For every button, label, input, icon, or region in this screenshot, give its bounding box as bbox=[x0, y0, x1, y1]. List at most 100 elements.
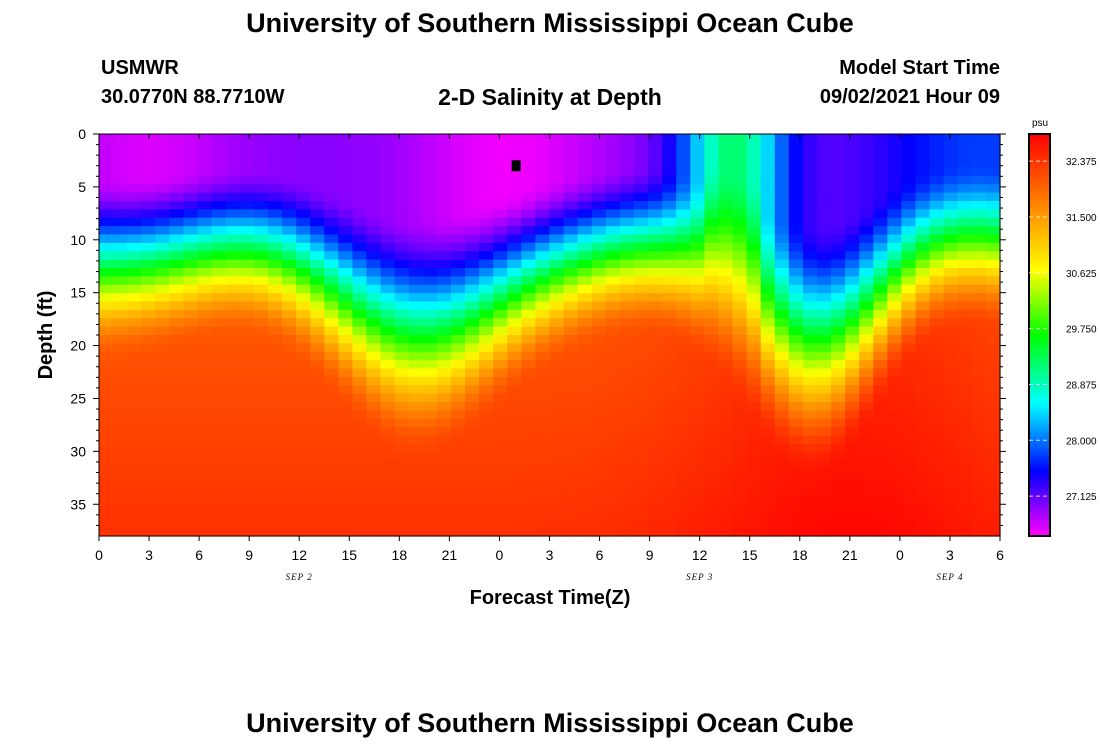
heatmap-cell bbox=[141, 510, 156, 520]
heatmap-cell bbox=[465, 510, 480, 520]
heatmap-cell bbox=[887, 368, 903, 378]
heatmap-cell bbox=[366, 192, 382, 202]
heatmap-cell bbox=[211, 293, 227, 303]
heatmap-cell bbox=[465, 460, 480, 470]
heatmap-cell bbox=[873, 209, 888, 219]
heatmap-cell bbox=[816, 167, 832, 177]
heatmap-cell bbox=[690, 293, 705, 303]
heatmap-cell bbox=[591, 335, 607, 344]
heatmap-cell bbox=[211, 175, 227, 185]
heatmap-cell bbox=[465, 519, 480, 529]
heatmap-cell bbox=[239, 326, 255, 336]
heatmap-cell bbox=[704, 376, 720, 386]
heatmap-cell bbox=[774, 201, 790, 210]
heatmap-cell bbox=[267, 251, 283, 261]
heatmap-cell bbox=[760, 402, 776, 411]
heatmap-cell bbox=[211, 201, 227, 210]
heatmap-cell bbox=[366, 268, 382, 277]
heatmap-cell bbox=[591, 192, 607, 202]
heatmap-cell bbox=[591, 201, 607, 210]
heatmap-cell bbox=[732, 418, 748, 428]
heatmap-cell bbox=[690, 427, 705, 437]
heatmap-cell bbox=[113, 427, 128, 437]
heatmap-cell bbox=[957, 159, 973, 169]
heatmap-cell bbox=[436, 494, 452, 504]
heatmap-cell bbox=[577, 360, 593, 370]
heatmap-cell bbox=[971, 134, 987, 143]
heatmap-cell bbox=[971, 410, 987, 420]
heatmap-cell bbox=[408, 435, 424, 445]
heatmap-cell bbox=[282, 184, 297, 194]
colorbar-tick-label: 31.500 bbox=[1066, 213, 1097, 224]
heatmap-cell bbox=[901, 435, 917, 445]
heatmap-cell bbox=[774, 502, 790, 512]
heatmap-cell bbox=[141, 251, 156, 261]
heatmap-cell bbox=[352, 460, 368, 470]
heatmap-cell bbox=[183, 435, 199, 445]
heatmap-cell bbox=[788, 410, 804, 420]
heatmap-cell bbox=[535, 393, 551, 403]
heatmap-cell bbox=[211, 376, 227, 386]
heatmap-cell bbox=[718, 527, 734, 537]
heatmap-cell bbox=[816, 418, 832, 428]
heatmap-cell bbox=[648, 410, 663, 420]
heatmap-cell bbox=[648, 343, 663, 353]
x-tick-label: 6 bbox=[195, 547, 203, 563]
heatmap-cell bbox=[788, 435, 804, 445]
heatmap-cell bbox=[971, 142, 987, 152]
heatmap-cell bbox=[507, 268, 522, 277]
heatmap-cell bbox=[366, 485, 382, 495]
station-marker bbox=[511, 160, 521, 172]
heatmap-cell bbox=[873, 477, 888, 487]
heatmap-cell bbox=[943, 159, 959, 169]
y-tick-label: 15 bbox=[70, 285, 86, 301]
x-tick-label: 3 bbox=[145, 547, 153, 563]
heatmap-cell bbox=[239, 485, 255, 495]
heatmap-cell bbox=[831, 134, 846, 143]
heatmap-cell bbox=[465, 217, 480, 227]
heatmap-cell bbox=[324, 159, 339, 169]
heatmap-cell bbox=[690, 469, 705, 478]
heatmap-cell bbox=[450, 393, 466, 403]
heatmap-cell bbox=[901, 326, 917, 336]
heatmap-cell bbox=[183, 326, 199, 336]
heatmap-cell bbox=[943, 427, 959, 437]
heatmap-cell bbox=[760, 150, 776, 160]
heatmap-cell bbox=[99, 469, 114, 478]
heatmap-cell bbox=[549, 351, 565, 361]
heatmap-cell bbox=[450, 360, 466, 370]
heatmap-cell bbox=[915, 242, 931, 252]
heatmap-cell bbox=[211, 343, 227, 353]
heatmap-cell bbox=[450, 402, 466, 411]
heatmap-cell bbox=[239, 318, 255, 328]
heatmap-cell bbox=[253, 452, 269, 462]
heatmap-cell bbox=[197, 435, 213, 445]
heatmap-cell bbox=[239, 134, 255, 143]
heatmap-cell bbox=[929, 460, 945, 470]
heatmap-cell bbox=[521, 259, 537, 269]
heatmap-cell bbox=[690, 309, 705, 319]
heatmap-cell bbox=[591, 393, 607, 403]
heatmap-cell bbox=[479, 284, 494, 294]
heatmap-cell bbox=[155, 385, 170, 395]
heatmap-cell bbox=[690, 343, 705, 353]
heatmap-cell bbox=[366, 259, 382, 269]
heatmap-cell bbox=[704, 192, 720, 202]
heatmap-cell bbox=[211, 192, 227, 202]
heatmap-cell bbox=[676, 477, 691, 487]
heatmap-cell bbox=[662, 418, 677, 428]
heatmap-cell bbox=[915, 318, 931, 328]
heatmap-cell bbox=[338, 385, 354, 395]
heatmap-cell bbox=[915, 217, 931, 227]
heatmap-cell bbox=[648, 443, 663, 453]
heatmap-cell bbox=[971, 318, 987, 328]
heatmap-cell bbox=[802, 209, 818, 219]
heatmap-cell bbox=[211, 276, 227, 286]
heatmap-cell bbox=[99, 443, 114, 453]
heatmap-cell bbox=[831, 175, 846, 185]
heatmap-cell bbox=[760, 469, 776, 478]
heatmap-cell bbox=[732, 335, 748, 344]
heatmap-cell bbox=[141, 150, 156, 160]
heatmap-cell bbox=[718, 477, 734, 487]
heatmap-cell bbox=[718, 443, 734, 453]
